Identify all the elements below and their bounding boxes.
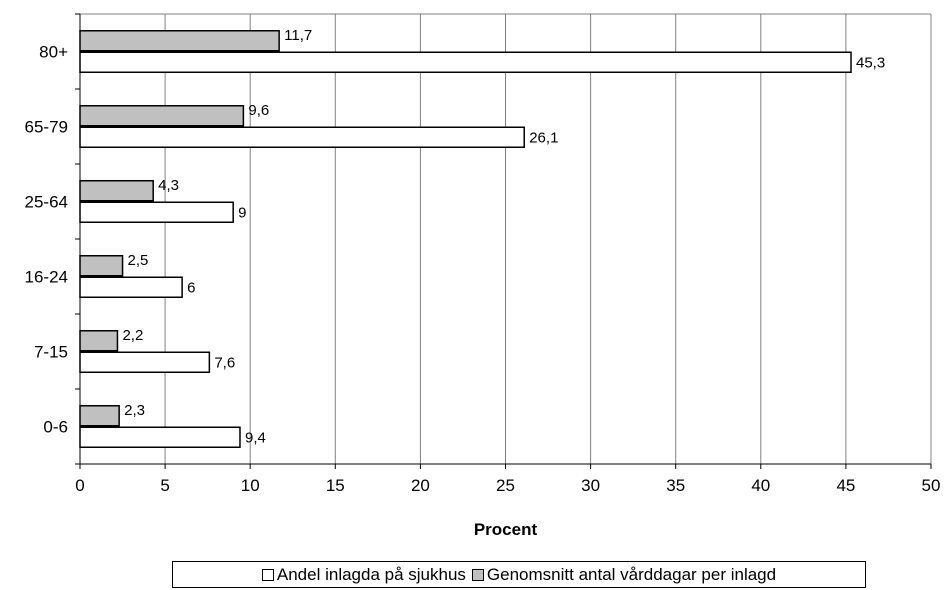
x-tick-label: 40 bbox=[751, 476, 770, 495]
x-tick-label: 10 bbox=[241, 476, 260, 495]
x-tick-label: 35 bbox=[666, 476, 685, 495]
bar-hospital bbox=[79, 201, 234, 223]
bar-hospital bbox=[79, 276, 183, 298]
y-tick-label: 0-6 bbox=[43, 418, 68, 437]
data-label-days: 2,5 bbox=[128, 252, 149, 269]
data-label-hospital: 9 bbox=[238, 204, 246, 221]
data-label-hospital: 6 bbox=[187, 279, 195, 296]
data-label-hospital: 9,4 bbox=[245, 429, 266, 446]
legend-label-hospital: Andel inlagda på sjukhus bbox=[276, 564, 466, 584]
bar-hospital bbox=[79, 426, 241, 448]
bar-hospital bbox=[79, 351, 211, 373]
bar-hospital bbox=[79, 51, 852, 73]
data-label-days: 9,6 bbox=[248, 102, 269, 119]
bar-days bbox=[79, 180, 154, 202]
bar-days bbox=[79, 330, 119, 352]
bar-days bbox=[79, 30, 280, 52]
x-axis-title: Procent bbox=[474, 520, 538, 539]
x-tick-label: 45 bbox=[836, 476, 855, 495]
y-tick-label: 65-79 bbox=[25, 118, 68, 137]
y-tick-label: 80+ bbox=[39, 43, 68, 62]
x-tick-label: 15 bbox=[326, 476, 345, 495]
data-label-days: 4,3 bbox=[158, 177, 179, 194]
legend-item-hospital: Andel inlagda på sjukhus bbox=[261, 564, 466, 585]
legend-label-days: Genomsnitt antal vårddagar per inlagd bbox=[486, 564, 777, 584]
x-tick-label: 50 bbox=[922, 476, 941, 495]
legend: Andel inlagda på sjukhus Genomsnitt anta… bbox=[172, 561, 866, 588]
data-label-hospital: 26,1 bbox=[529, 129, 558, 146]
y-tick-label: 7-15 bbox=[34, 343, 68, 362]
bar-days bbox=[79, 105, 245, 127]
bar-days bbox=[79, 405, 120, 427]
bar-days bbox=[79, 255, 124, 277]
x-tick-label: 20 bbox=[411, 476, 430, 495]
x-tick-label: 25 bbox=[496, 476, 515, 495]
chart-plot: 0 5 10 15 20 25 30 35 40 45 50 0-6 2,3 9,4 7-15 2,2 7,6 1… bbox=[25, 13, 941, 539]
x-tick-label: 30 bbox=[581, 476, 600, 495]
data-label-days: 2,2 bbox=[122, 327, 143, 344]
x-tick-label: 5 bbox=[160, 476, 169, 495]
data-label-days: 2,3 bbox=[124, 402, 145, 419]
legend-item-days: Genomsnitt antal vårddagar per inlagd bbox=[471, 564, 777, 585]
data-label-hospital: 7,6 bbox=[214, 354, 235, 371]
y-tick-label: 16-24 bbox=[25, 268, 68, 287]
data-label-days: 11,7 bbox=[284, 27, 312, 44]
data-label-hospital: 45,3 bbox=[856, 54, 885, 71]
legend-swatch-hospital bbox=[261, 568, 274, 581]
x-tick-label: 0 bbox=[75, 476, 84, 495]
legend-swatch-days bbox=[471, 568, 484, 581]
bar-hospital bbox=[79, 126, 525, 148]
y-tick-label: 25-64 bbox=[25, 193, 68, 212]
